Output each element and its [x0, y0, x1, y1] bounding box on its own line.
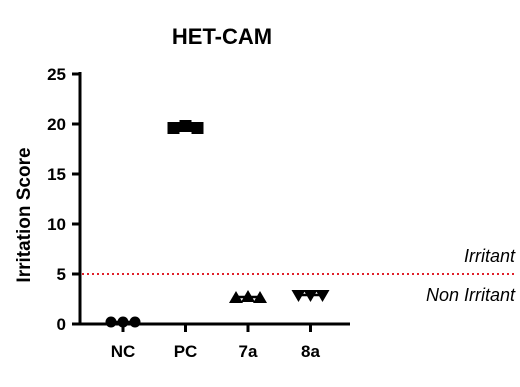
x-tick-label: 7a [239, 342, 258, 361]
non-irritant-label: Non Irritant [426, 285, 516, 305]
y-tick-label: 5 [57, 265, 66, 284]
x-tick-label: NC [111, 342, 136, 361]
y-tick-label: 20 [47, 115, 66, 134]
y-axis-label: Irritation Score [14, 147, 35, 282]
x-tick-label: 8a [301, 342, 320, 361]
data-point-pc [167, 122, 180, 134]
y-tick-label: 10 [47, 215, 66, 234]
y-tick-label: 25 [47, 65, 66, 84]
x-tick-label: PC [174, 342, 198, 361]
chart-title: HET-CAM [172, 24, 272, 49]
data-point-pc [191, 122, 204, 134]
irritant-label: Irritant [464, 246, 516, 266]
y-tick-label: 0 [57, 315, 66, 334]
y-tick-label: 15 [47, 165, 66, 184]
